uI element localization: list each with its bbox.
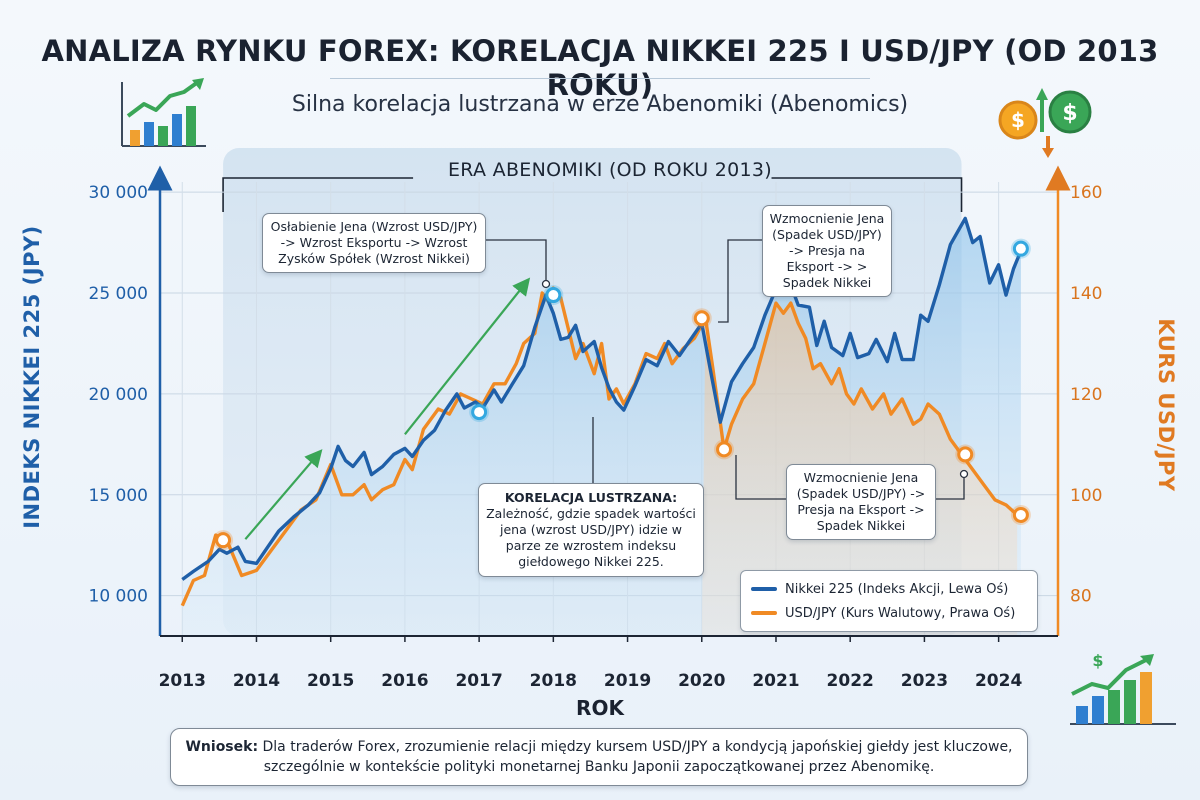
leader-strengthening-top: [718, 239, 762, 323]
x-tick-label-2: 2015: [307, 671, 354, 691]
x-tick-label-11: 2024: [975, 671, 1022, 691]
bar-chart-growth-icon: [121, 78, 206, 147]
conclusion-text: Dla traderów Forex, zrozumienie relacji …: [258, 739, 1013, 775]
y-right-tick-label-4: 160: [1070, 183, 1102, 203]
leader-strengthening-bottom-b: [936, 476, 965, 500]
marker-3: [693, 310, 710, 327]
callout-yen-strengthening-bottom: Wzmocnienie Jena (Spadek USD/JPY) -> Pre…: [786, 464, 936, 540]
title-divider: [330, 78, 870, 79]
svg-text:$: $: [1062, 101, 1077, 126]
chart-subtitle: Silna korelacja lustrzana w erze Abenomi…: [291, 92, 909, 117]
callout-yen-weakening: Osłabienie Jena (Wzrost USD/JPY) -> Wzro…: [262, 213, 486, 273]
x-tick-label-9: 2022: [827, 671, 874, 691]
callout-yen-strengthening-top: Wzmocnienie Jena (Spadek USD/JPY) -> Pre…: [762, 205, 892, 297]
tick-labels-layer: 10 000 15 000 20 000 25 000 30 000 80 100 120 14…: [89, 183, 1103, 691]
callout-mirror-correlation: KORELACJA LUSTRZANA: Zależność, gdzie sp…: [478, 483, 704, 577]
marker-0: [215, 532, 232, 549]
callout-mirror-body: Zależność, gdzie spadek wartości jena (w…: [486, 506, 696, 569]
markers-layer: [213, 238, 1031, 551]
leader-weakening-dot: [541, 279, 551, 289]
leader-strengthening-bottom-dot: [959, 469, 969, 479]
trend-arrows-layer: [244, 277, 531, 540]
x-tick-label-7: 2020: [678, 671, 725, 691]
x-tick-label-4: 2017: [455, 671, 502, 691]
marker-4: [716, 441, 733, 458]
currency-exchange-icon: $ $: [998, 88, 1092, 158]
svg-text:$: $: [1011, 108, 1025, 132]
x-tick-label-10: 2023: [901, 671, 948, 691]
y-right-tick-label-3: 140: [1070, 284, 1102, 304]
y-right-tick-label-2: 120: [1070, 385, 1102, 405]
usdjpy-line: [180, 286, 1019, 607]
marker-1: [471, 404, 488, 421]
era-bracket: [222, 177, 963, 212]
y-axis-right-label: KURS USD/JPY: [1154, 318, 1178, 492]
callout-leaders-layer: [486, 239, 969, 500]
nikkei-line: [181, 216, 1023, 581]
y-right-tick-label-1: 100: [1070, 486, 1102, 506]
x-tick-label-1: 2014: [233, 671, 280, 691]
x-tick-label-8: 2021: [752, 671, 799, 691]
leader-strengthening-bottom-a: [735, 455, 786, 500]
marker-2: [545, 287, 562, 304]
y-left-tick-label-4: 30 000: [89, 183, 148, 203]
marker-7: [1012, 506, 1029, 523]
era-label: ERA ABENOMIKI (OD ROKU 2013): [447, 159, 773, 181]
y-left-tick-label-0: 10 000: [89, 587, 148, 607]
y-left-tick-label-2: 20 000: [89, 385, 148, 405]
x-axis-label: ROK: [576, 696, 624, 720]
series-lines-layer: [180, 216, 1023, 607]
y-left-tick-label-3: 25 000: [89, 284, 148, 304]
conclusion-label: Wniosek:: [185, 739, 259, 755]
legend-item-usdjpy: USD/JPY (Kurs Walutowy, Prawa Oś): [751, 601, 1027, 625]
trend-arrow-2: [404, 277, 531, 435]
x-tick-label-5: 2018: [530, 671, 577, 691]
legend-label-usdjpy: USD/JPY (Kurs Walutowy, Prawa Oś): [785, 605, 1016, 621]
y-axis-left-label: INDEKS NIKKEI 225 (JPY): [20, 225, 44, 529]
legend-swatch-usdjpy: [751, 611, 777, 615]
legend-label-nikkei: Nikkei 225 (Indeks Akcji, Lewa Oś): [785, 581, 1009, 597]
axis-layer: [147, 165, 1071, 637]
x-tick-label-0: 2013: [159, 671, 206, 691]
leader-weakening: [486, 239, 547, 282]
callout-mirror-title: KORELACJA LUSTRZANA:: [504, 490, 678, 505]
legend-item-nikkei: Nikkei 225 (Indeks Akcji, Lewa Oś): [751, 577, 1027, 601]
conclusion-box: Wniosek: Dla traderów Forex, zrozumienie…: [170, 728, 1028, 786]
x-tick-label-6: 2019: [604, 671, 651, 691]
y-left-tick-label-1: 15 000: [89, 486, 148, 506]
svg-text:$: $: [1092, 651, 1103, 670]
chart-title: ANALIZA RYNKU FOREX: KORELACJA NIKKEI 22…: [41, 34, 1159, 102]
y-right-tick-label-0: 80: [1070, 587, 1092, 607]
x-tick-label-3: 2016: [381, 671, 428, 691]
legend: Nikkei 225 (Indeks Akcji, Lewa Oś) USD/J…: [740, 570, 1038, 632]
bar-chart-growth-dollar-icon: $: [1070, 651, 1176, 725]
marker-5: [957, 446, 974, 463]
y-axis-right-label-box: KURS USD/JPY: [1146, 280, 1186, 530]
trend-arrow-1: [244, 449, 323, 540]
legend-swatch-nikkei: [751, 587, 777, 591]
y-axis-left-label-box: INDEKS NIKKEI 225 (JPY): [12, 212, 52, 542]
marker-6: [1012, 240, 1029, 257]
